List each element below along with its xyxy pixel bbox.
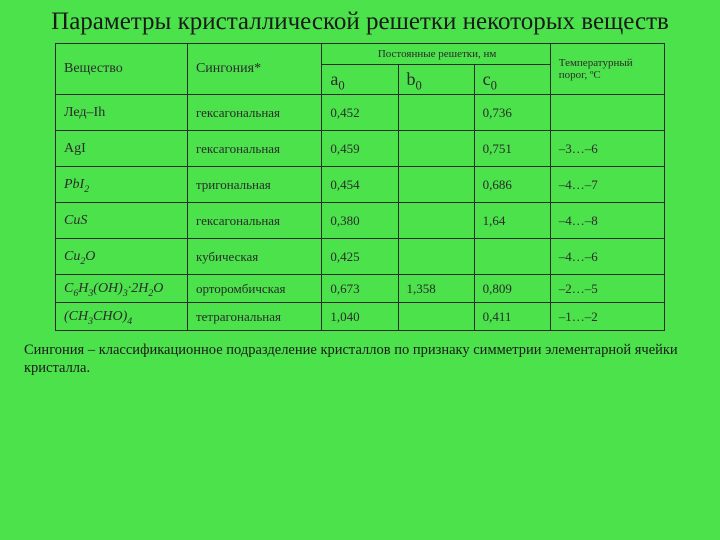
crystal-table: Вещество Сингония* Постоянные решетки, н…	[55, 43, 665, 331]
table-row: C6H3(OH)3·2H2Oорторомбичская0,6731,3580,…	[56, 275, 665, 303]
cell-syngony: кубическая	[187, 239, 321, 275]
cell-substance: (CH3CHO)4	[56, 303, 188, 331]
cell-b0	[398, 95, 474, 131]
cell-c0: 1,64	[474, 203, 550, 239]
cell-a0: 1,040	[322, 303, 398, 331]
cell-syngony: тетрагональная	[187, 303, 321, 331]
cell-temp: –1…–2	[550, 303, 664, 331]
table-row: Cu2Oкубическая0,425 –4…–6	[56, 239, 665, 275]
table-row: (CH3CHO)4тетрагональная1,040 0,411–1…–2	[56, 303, 665, 331]
cell-c0: 0,686	[474, 167, 550, 203]
table-row: AgIгексагональная0,459 0,751–3…–6	[56, 131, 665, 167]
table-head: Вещество Сингония* Постоянные решетки, н…	[56, 44, 665, 95]
cell-temp: –4…–7	[550, 167, 664, 203]
footnote: Сингония – классификационное подразделен…	[24, 341, 696, 377]
table-body: Лед–Ihгексагональная0,4520,736AgIгексаго…	[56, 95, 665, 331]
cell-b0	[398, 203, 474, 239]
cell-substance: AgI	[56, 131, 188, 167]
cell-b0	[398, 239, 474, 275]
cell-syngony: гексагональная	[187, 131, 321, 167]
cell-substance: PbI2	[56, 167, 188, 203]
cell-c0: 0,751	[474, 131, 550, 167]
cell-substance: CuS	[56, 203, 188, 239]
cell-b0: 1,358	[398, 275, 474, 303]
cell-c0	[474, 239, 550, 275]
table-row: CuSгексагональная0,380 1,64–4…–8	[56, 203, 665, 239]
col-a0: a0	[322, 65, 398, 95]
cell-substance: C6H3(OH)3·2H2O	[56, 275, 188, 303]
col-c0: c0	[474, 65, 550, 95]
col-lattice: Постоянные решетки, нм	[322, 44, 550, 65]
cell-a0: 0,380	[322, 203, 398, 239]
table-row: PbI2тригональная0,454 0,686–4…–7	[56, 167, 665, 203]
cell-c0: 0,411	[474, 303, 550, 331]
col-b0: b0	[398, 65, 474, 95]
cell-b0	[398, 131, 474, 167]
cell-syngony: тригональная	[187, 167, 321, 203]
cell-a0: 0,454	[322, 167, 398, 203]
cell-a0: 0,452	[322, 95, 398, 131]
slide-title: Параметры кристаллической решетки некото…	[18, 6, 702, 37]
col-substance: Вещество	[56, 44, 188, 95]
cell-b0	[398, 167, 474, 203]
cell-a0: 0,673	[322, 275, 398, 303]
cell-temp: –2…–5	[550, 275, 664, 303]
cell-c0: 0,736	[474, 95, 550, 131]
cell-substance: Cu2O	[56, 239, 188, 275]
cell-a0: 0,425	[322, 239, 398, 275]
table-row: Лед–Ihгексагональная0,452 0,736	[56, 95, 665, 131]
cell-temp: –4…–6	[550, 239, 664, 275]
cell-substance: Лед–Ih	[56, 95, 188, 131]
cell-temp: –4…–8	[550, 203, 664, 239]
cell-b0	[398, 303, 474, 331]
slide: Параметры кристаллической решетки некото…	[0, 0, 720, 540]
cell-temp: –3…–6	[550, 131, 664, 167]
col-syngony: Сингония*	[187, 44, 321, 95]
col-temp: Температурный порог, ºС	[550, 44, 664, 95]
cell-syngony: гексагональная	[187, 95, 321, 131]
cell-temp	[550, 95, 664, 131]
cell-syngony: орторомбичская	[187, 275, 321, 303]
cell-a0: 0,459	[322, 131, 398, 167]
cell-syngony: гексагональная	[187, 203, 321, 239]
cell-c0: 0,809	[474, 275, 550, 303]
